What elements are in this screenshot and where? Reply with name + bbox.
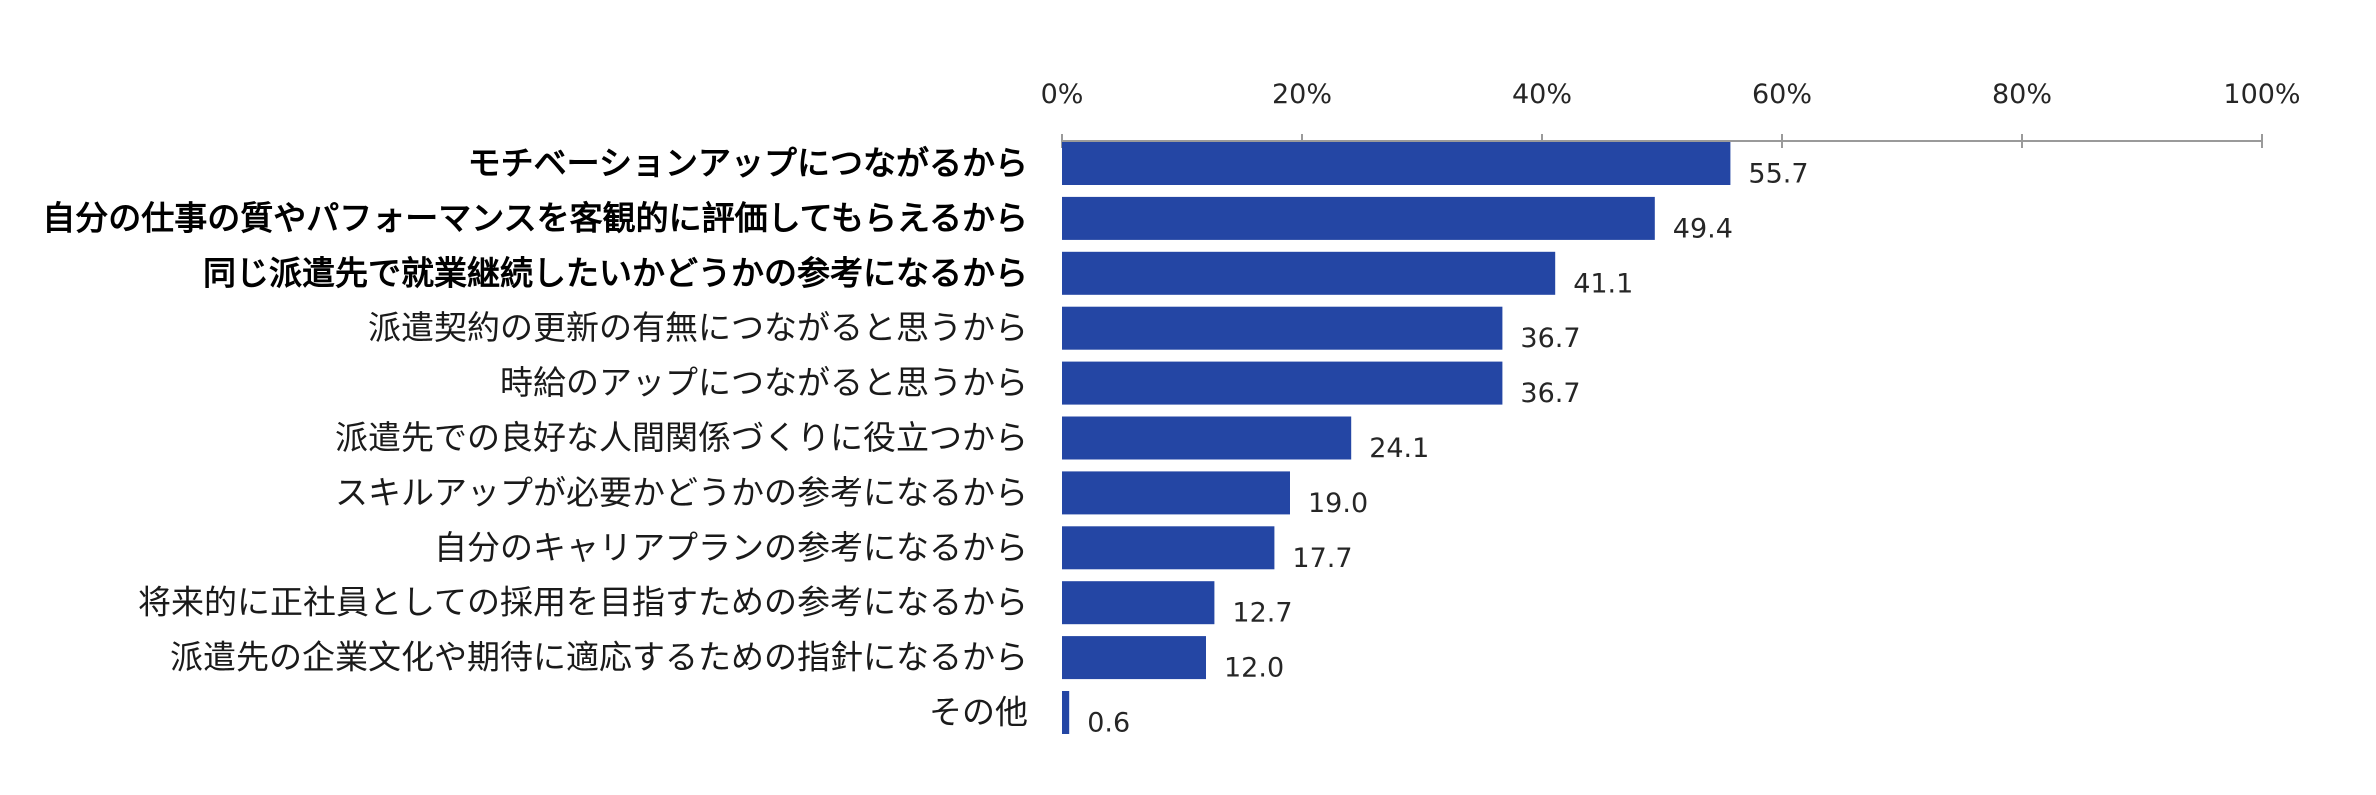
x-tick-label: 20% [1272, 79, 1332, 110]
x-axis: 0% 20% 40% 60% 80% 100% [1041, 79, 2301, 148]
data-label: 49.4 [1673, 213, 1733, 244]
category-label: 派遣先での良好な人間関係づくりに役立つから [335, 418, 1028, 457]
data-label: 55.7 [1748, 159, 1808, 190]
category-label: 派遣先の企業文化や期待に適応するための指針になるから [170, 638, 1028, 677]
data-label: 19.0 [1308, 488, 1368, 519]
category-label: 自分の仕事の質やパフォーマンスを客観的に評価してもらえるから [42, 198, 1028, 237]
category-label: 時給のアップにつながると思うから [500, 363, 1028, 402]
data-label: 36.7 [1520, 378, 1580, 409]
x-tick-label: 40% [1512, 79, 1572, 110]
data-label: 24.1 [1369, 433, 1429, 464]
bar [1062, 691, 1070, 734]
data-label: 41.1 [1573, 268, 1633, 299]
data-label: 17.7 [1292, 543, 1352, 574]
category-label: 将来的に正社員としての採用を目指すための参考になるから [138, 583, 1028, 622]
bar [1062, 251, 1556, 295]
bar [1062, 361, 1503, 405]
category-labels: モチベーションアップにつながるから自分の仕事の質やパフォーマンスを客観的に評価し… [42, 144, 1028, 732]
data-label: 12.7 [1232, 598, 1292, 629]
bar [1062, 142, 1731, 185]
bar [1062, 416, 1352, 460]
bar [1062, 636, 1206, 680]
x-tick-label: 0% [1041, 79, 1084, 110]
data-label: 12.0 [1224, 653, 1284, 684]
category-label: その他 [929, 693, 1028, 732]
category-label: 自分のキャリアプランの参考になるから [434, 528, 1028, 567]
category-label: スキルアップが必要かどうかの参考になるから [335, 473, 1028, 512]
category-label: モチベーションアップにつながるから [468, 144, 1028, 183]
x-tick-label: 100% [2223, 79, 2300, 110]
bar [1062, 196, 1655, 240]
bars [1062, 142, 1731, 734]
category-label: 同じ派遣先で就業継続したいかどうかの参考になるから [203, 253, 1028, 292]
x-tick-label: 60% [1752, 79, 1812, 110]
bar [1062, 526, 1275, 570]
bar [1062, 306, 1503, 350]
x-tick-label: 80% [1992, 79, 2052, 110]
bar [1062, 471, 1290, 515]
data-label: 0.6 [1087, 708, 1130, 739]
data-label: 36.7 [1520, 323, 1580, 354]
value-labels: 55.7 49.4 41.1 36.7 36.7 24.119.0 17.712.7 12.0… [1087, 159, 1808, 739]
bar [1062, 581, 1215, 625]
category-label: 派遣契約の更新の有無につながると思うから [368, 308, 1028, 347]
